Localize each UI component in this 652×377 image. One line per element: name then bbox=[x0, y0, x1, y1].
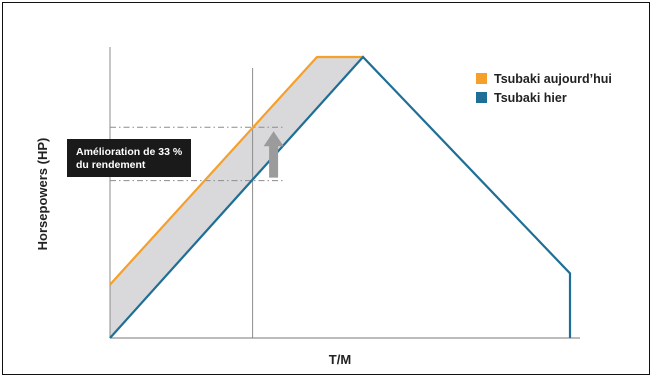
legend-swatch-1 bbox=[476, 73, 487, 84]
legend-label-1: Tsubaki aujourd’hui bbox=[494, 72, 612, 86]
x-axis-label: T/M bbox=[329, 352, 351, 367]
y-axis-label: Horsepowers (HP) bbox=[35, 138, 50, 251]
series-line-1 bbox=[109, 55, 363, 286]
legend-swatch-2 bbox=[476, 92, 487, 103]
annotation-line-2: du rendement bbox=[76, 159, 146, 171]
improvement-arrow-head bbox=[263, 131, 284, 147]
improvement-arrow-shaft bbox=[269, 145, 279, 178]
series-line-2 bbox=[109, 55, 572, 339]
legend: Tsubaki aujourd’hui Tsubaki hier bbox=[476, 72, 612, 105]
legend-label-2: Tsubaki hier bbox=[494, 91, 567, 105]
annotation-line-1: Amélioration de 33 % bbox=[76, 146, 183, 158]
plot-marks: Amélioration de 33 %du rendement bbox=[67, 47, 580, 339]
annotation-box bbox=[67, 139, 191, 177]
